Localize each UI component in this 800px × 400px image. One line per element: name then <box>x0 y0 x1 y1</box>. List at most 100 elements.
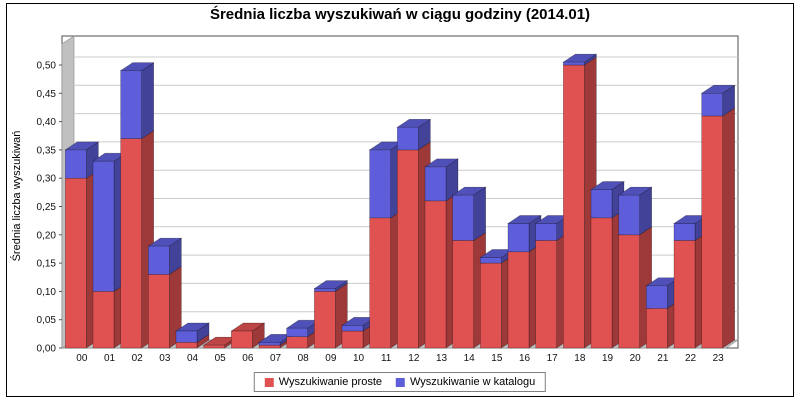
bar-front-face <box>480 257 502 264</box>
bar-front-face <box>507 251 530 349</box>
x-tick-label: 14 <box>464 353 476 364</box>
x-tick-label: 08 <box>298 353 310 364</box>
y-tick-label: 0,05 <box>37 315 57 326</box>
bar-front-face <box>424 166 447 202</box>
bar-front-face <box>535 240 557 349</box>
bar-front-face <box>452 194 474 241</box>
bar-front-face <box>507 223 530 253</box>
bar-front-face <box>646 308 668 349</box>
bar-front-face <box>535 223 557 241</box>
bar-front-face <box>369 149 391 219</box>
x-tick-label: 15 <box>491 353 503 364</box>
legend-label: Wyszukiwanie w katalogu <box>409 376 536 388</box>
bar-23 <box>700 84 736 349</box>
bar-front-face <box>590 189 613 219</box>
bar-front-face <box>563 64 585 349</box>
bar-front-face <box>701 115 723 349</box>
x-tick-label: 10 <box>353 353 365 364</box>
x-tick-label: 05 <box>215 353 227 364</box>
x-tick-label: 06 <box>242 353 254 364</box>
bar-03 <box>147 237 183 349</box>
bar-06 <box>230 322 266 349</box>
legend-swatch <box>264 377 274 387</box>
x-tick-label: 03 <box>159 353 171 364</box>
x-tick-label: 16 <box>519 353 531 364</box>
bar-20 <box>617 186 653 349</box>
bar-front-face <box>424 200 447 349</box>
bar-front-face <box>618 234 640 349</box>
x-tick-label: 20 <box>630 353 642 364</box>
bars <box>64 53 736 349</box>
bar-front-face <box>673 223 696 241</box>
bar-side-face <box>141 62 154 140</box>
bar-front-face <box>341 330 364 349</box>
legend-item-1: Wyszukiwanie w katalogu <box>395 376 536 388</box>
bar-front-face <box>673 240 696 349</box>
y-tick-label: 0,20 <box>37 230 57 241</box>
bar-front-face <box>286 327 308 337</box>
bar-front-face <box>646 285 668 309</box>
x-tick-label: 13 <box>436 353 448 364</box>
bar-front-face <box>563 61 585 66</box>
x-tick-label: 02 <box>132 353 144 364</box>
bar-front-face <box>618 194 640 236</box>
y-tick-label: 0,10 <box>37 287 57 298</box>
legend: Wyszukiwanie proste Wyszukiwanie w katalo… <box>253 372 547 392</box>
y-tick-label: 0,35 <box>37 145 57 156</box>
bar-front-face <box>701 93 723 117</box>
bar-side-face <box>722 107 735 349</box>
bar-front-face <box>148 274 170 349</box>
bar-14 <box>451 186 487 349</box>
bar-front-face <box>258 342 281 346</box>
x-tick-label: 23 <box>713 353 725 364</box>
y-tick-label: 0,15 <box>37 259 57 270</box>
bar-front-face <box>369 217 391 349</box>
bar-front-face <box>286 336 308 349</box>
bar-front-face <box>397 126 419 151</box>
bar-front-face <box>148 245 170 275</box>
bar-front-face <box>258 344 281 349</box>
x-tick-label: 01 <box>104 353 116 364</box>
bar-front-face <box>65 177 87 349</box>
bar-02 <box>119 62 155 349</box>
x-tick-label: 18 <box>574 353 586 364</box>
bar-front-face <box>203 344 225 349</box>
x-tick-label: 19 <box>602 353 614 364</box>
x-tick-label: 11 <box>381 353 392 364</box>
legend-item-0: Wyszukiwanie proste <box>264 376 382 388</box>
x-tick-label: 09 <box>325 353 337 364</box>
bar-front-face <box>341 325 364 332</box>
x-tick-label: 21 <box>657 353 669 364</box>
bar-front-face <box>65 149 87 179</box>
y-tick-label: 0,40 <box>37 117 57 128</box>
bar-front-face <box>175 342 198 349</box>
bar-front-face <box>397 149 419 349</box>
bar-front-face <box>452 240 474 349</box>
y-tick-label: 0,25 <box>37 202 57 213</box>
x-tick-label: 22 <box>685 353 697 364</box>
bar-front-face <box>92 291 115 349</box>
legend-label: Wyszukiwanie proste <box>278 376 382 388</box>
y-tick-label: 0,30 <box>37 174 57 185</box>
x-tick-label: 04 <box>187 353 199 364</box>
bar-front-face <box>480 262 502 349</box>
bar-front-face <box>231 330 253 349</box>
x-tick-label: 00 <box>76 353 88 364</box>
bar-side-face <box>473 186 486 242</box>
y-tick-label: 0,00 <box>37 344 57 355</box>
y-tick-label: 0,45 <box>37 89 57 100</box>
bar-front-face <box>120 138 142 349</box>
y-tick-label: 0,50 <box>37 61 57 72</box>
bar-04 <box>175 322 210 349</box>
bar-front-face <box>120 70 142 139</box>
legend-swatch <box>395 377 405 387</box>
chart-title: Średnia liczba wyszukiwań w ciągu godzin… <box>209 6 591 23</box>
bar-front-face <box>314 291 336 349</box>
bar-front-face <box>175 330 198 343</box>
x-tick-label: 17 <box>547 353 559 364</box>
bar-front-face <box>92 160 115 292</box>
x-tick-label: 12 <box>408 353 420 364</box>
x-tick-label: 07 <box>270 353 282 364</box>
